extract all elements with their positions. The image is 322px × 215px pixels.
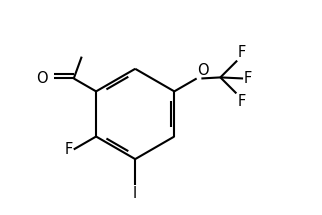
Text: F: F (64, 142, 72, 157)
Text: F: F (237, 94, 245, 109)
Text: O: O (36, 71, 48, 86)
Text: O: O (197, 63, 209, 78)
Text: I: I (133, 186, 137, 201)
Text: F: F (244, 71, 252, 86)
Text: F: F (238, 45, 246, 60)
